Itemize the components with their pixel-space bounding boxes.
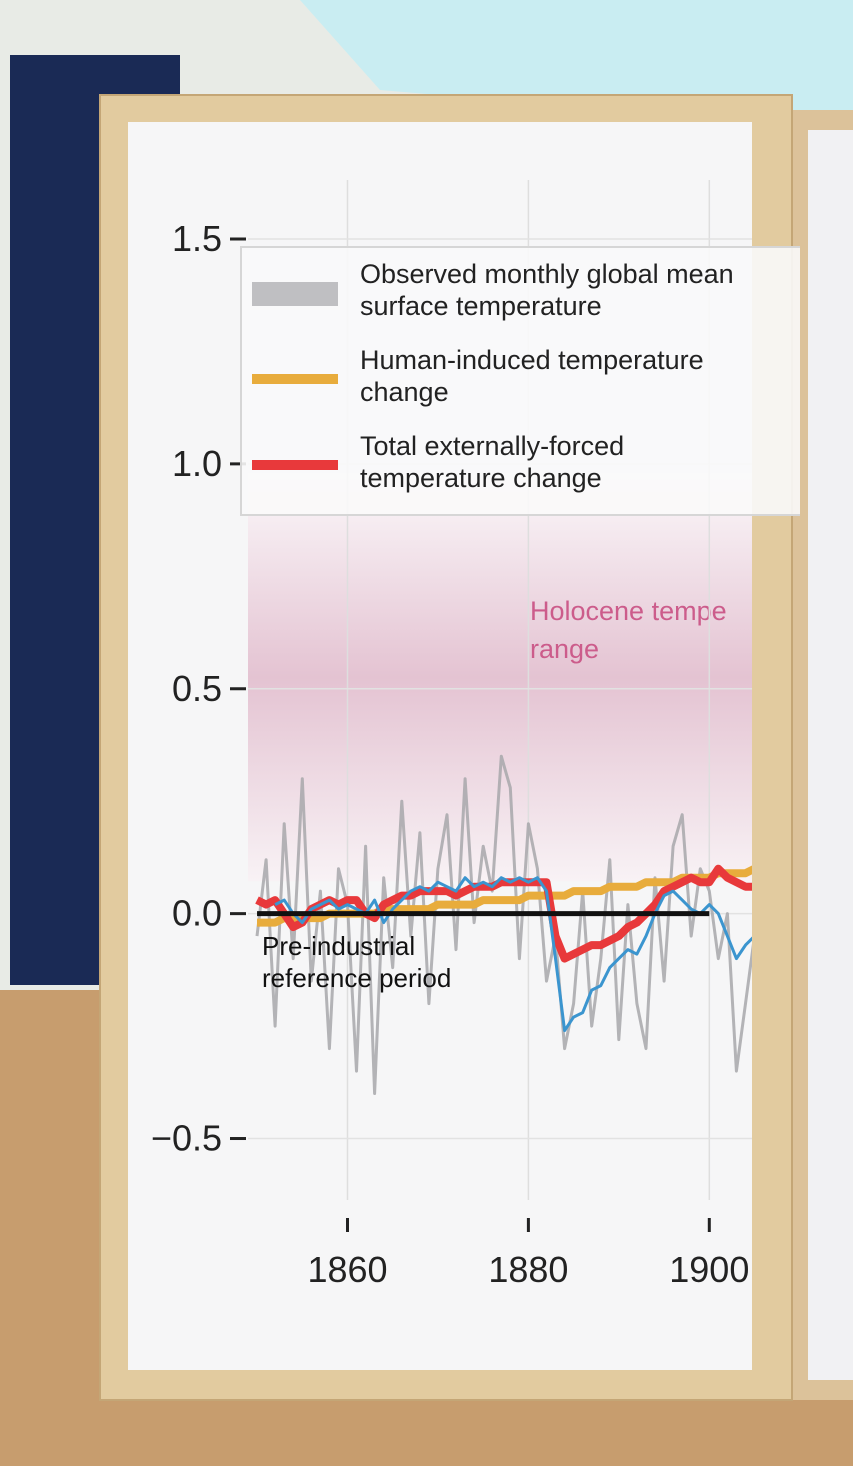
side-panel: [808, 130, 853, 1380]
y-tick-label: −0.5: [151, 1118, 222, 1159]
x-tick-label: 1880: [488, 1249, 568, 1290]
y-tick-label: 1.0: [172, 443, 222, 484]
legend-swatch: [252, 374, 338, 384]
x-tick-label: 1860: [307, 1249, 387, 1290]
band-label: Holocene tempe: [530, 596, 727, 626]
x-tick-label: 1900: [669, 1249, 749, 1290]
series-line: [274, 876, 752, 1033]
legend-entry: Human-induced temperature change: [242, 344, 800, 424]
plot: Holocene tempe range: [248, 180, 752, 1200]
reference-label: Pre-industrial reference period: [262, 931, 452, 993]
legend-entry: Total externally-forced temperature chan…: [242, 430, 800, 510]
legend-label: Human-induced temperature change: [360, 345, 704, 407]
y-tick-label: 0.5: [172, 668, 222, 709]
legend-swatch: [252, 460, 338, 470]
legend-entry: Observed monthly global mean surface tem…: [242, 258, 800, 338]
series-line: [255, 754, 752, 1095]
legend: Observed monthly global mean surface tem…: [240, 246, 800, 516]
holocene-band: [248, 473, 752, 882]
legend-swatch: [252, 282, 338, 306]
legend-label: Total externally-forced temperature chan…: [360, 431, 625, 493]
legend-label: Observed monthly global mean surface tem…: [360, 259, 734, 321]
series-line: [255, 864, 752, 963]
band-label: range: [530, 634, 599, 664]
y-tick-label: 0.0: [172, 893, 222, 934]
y-tick-label: 1.5: [172, 218, 222, 259]
